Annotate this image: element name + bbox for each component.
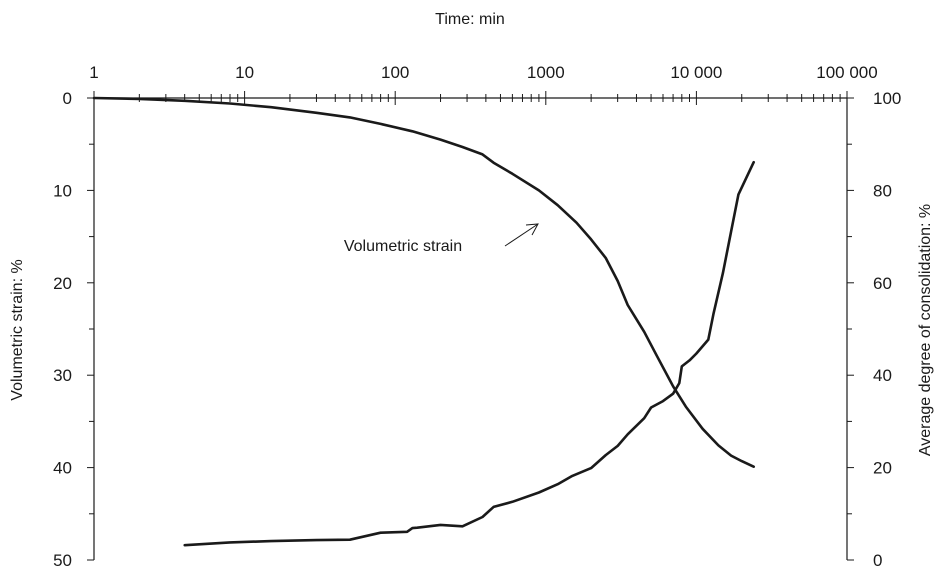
y-right-axis-title: Average degree of consolidation: % [917, 204, 934, 456]
y-right-tick-label: 100 [873, 89, 901, 108]
y-left-tick-label: 50 [53, 551, 72, 569]
ticks [87, 91, 854, 561]
axes [93, 97, 848, 560]
y-right-tick-label: 40 [873, 366, 892, 385]
x-axis-title: Time: min [435, 11, 505, 28]
volumetric-strain-annotation: Volumetric strain [344, 238, 462, 255]
x-tick-label: 1000 [527, 63, 565, 82]
annotation-arrow [504, 223, 539, 247]
x-tick-label: 10 [235, 63, 254, 82]
y-right-tick-label: 80 [873, 181, 892, 200]
degree-of-consolidation-line [183, 160, 756, 547]
x-tick-label: 1 [89, 63, 98, 82]
x-tick-label: 100 000 [816, 63, 877, 82]
y-right-tick-label: 60 [873, 274, 892, 293]
x-tick-label: 100 [381, 63, 409, 82]
tick-labels: 1 10 100 1000 10 000 100 000 0 10 20 30 40 50 100 80 6… [53, 63, 901, 569]
y-left-tick-label: 0 [63, 89, 72, 108]
y-left-tick-label: 40 [53, 459, 72, 478]
y-left-tick-label: 10 [53, 181, 72, 200]
y-right-tick-label: 20 [873, 459, 892, 478]
x-tick-label: 10 000 [670, 63, 722, 82]
y-left-axis-title: Volumetric strain: % [9, 259, 26, 400]
annotation-arrowhead [525, 223, 539, 236]
volumetric-strain-line [92, 96, 756, 469]
y-right-tick-label: 0 [873, 551, 882, 569]
y-left-tick-label: 20 [53, 274, 72, 293]
y-left-tick-label: 30 [53, 366, 72, 385]
series [92, 96, 756, 547]
